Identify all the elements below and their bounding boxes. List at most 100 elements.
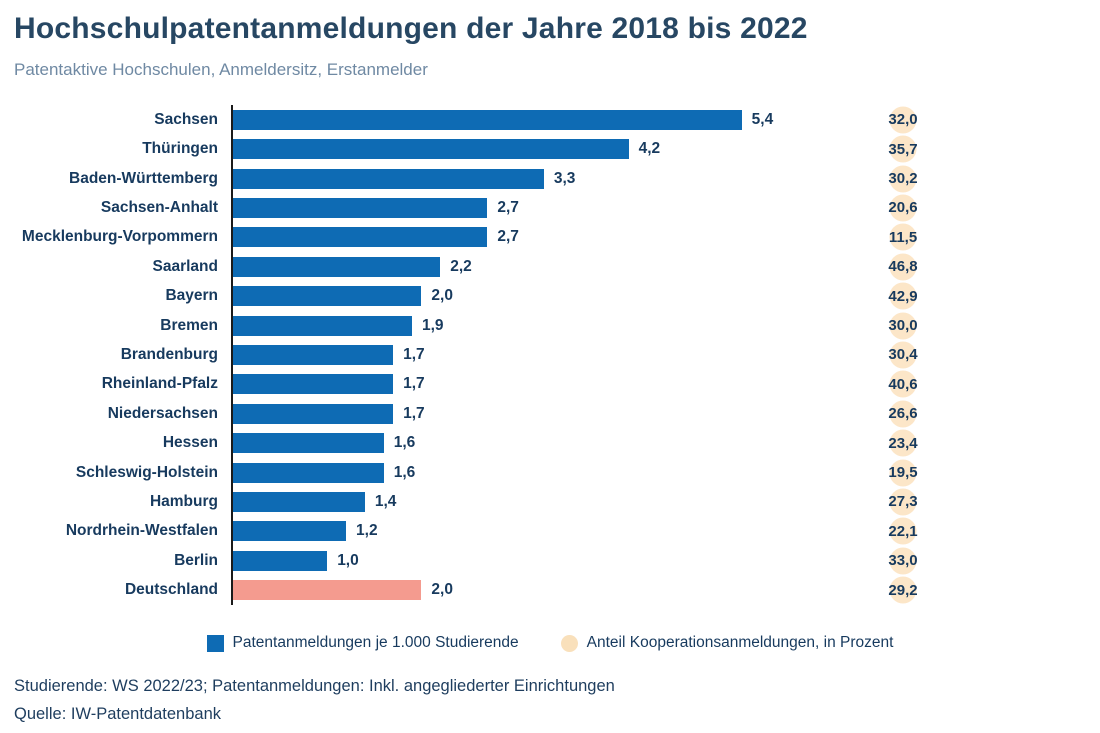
- patent-value-label: 1,7: [403, 375, 425, 393]
- category-label: Hessen: [162, 434, 218, 452]
- peach-circle: [889, 459, 917, 487]
- cooperation-value-label: 30,4: [888, 346, 918, 364]
- legend-label-cooperation: Anteil Kooperationsanmeldungen, in Proze…: [586, 634, 894, 651]
- cooperation-value-label: 27,3: [888, 493, 918, 511]
- patent-value-label: 2,7: [497, 198, 519, 216]
- category-label: Bayern: [165, 287, 218, 305]
- patent-bar: [233, 550, 328, 571]
- patent-value-label: 1,9: [421, 316, 444, 334]
- patent-bar: [233, 403, 394, 424]
- category-label: Brandenburg: [120, 345, 218, 363]
- category-label: Thüringen: [142, 140, 218, 158]
- peach-circle: [889, 341, 917, 369]
- chart-row: Bayern 2,0 42,9: [0, 281, 1100, 310]
- patent-bar: [233, 168, 544, 189]
- category-label: Mecklenburg-Vorpommern: [21, 228, 218, 246]
- patent-bar: [233, 315, 412, 336]
- cooperation-value-label: 30,2: [888, 170, 918, 188]
- peach-circle: [889, 194, 917, 222]
- patent-value-label: 1,2: [356, 522, 378, 540]
- legend-item-cooperation: Anteil Kooperationsanmeldungen, in Proze…: [560, 634, 894, 652]
- cooperation-value-label: 26,6: [888, 405, 918, 423]
- chart-row: Thüringen 4,2 35,7: [0, 134, 1100, 163]
- chart-row: Nordrhein-Westfalen 1,2 22,1: [0, 517, 1100, 546]
- patent-value-label: 1,7: [403, 345, 425, 363]
- cooperation-badge: 33,0: [874, 546, 932, 575]
- cooperation-badge: 27,3: [874, 487, 932, 516]
- peach-circle: [889, 165, 917, 193]
- y-axis-line: [231, 105, 233, 605]
- patent-value-label: 2,2: [450, 257, 472, 275]
- cooperation-value-label: 19,5: [888, 464, 918, 482]
- cooperation-value-label: 30,0: [888, 317, 918, 335]
- patent-value-label: 1,0: [337, 551, 359, 569]
- patent-bar: [233, 491, 365, 512]
- peach-circle: [889, 429, 917, 457]
- cooperation-badge: 11,5: [874, 223, 932, 252]
- legend-label-patents: Patentanmeldungen je 1.000 Studierende: [232, 634, 519, 651]
- patent-bar: [233, 139, 629, 160]
- cooperation-value-label: 40,6: [888, 375, 918, 393]
- cooperation-badge: 40,6: [874, 370, 932, 399]
- page-subtitle: Patentaktive Hochschulen, Anmeldersitz, …: [14, 60, 428, 79]
- patent-bar: [233, 433, 384, 454]
- patent-value-label: 1,6: [393, 463, 416, 481]
- peach-circle: [889, 488, 917, 516]
- patent-value-label: 5,4: [751, 110, 774, 128]
- peach-circle: [889, 576, 917, 604]
- category-label: Baden-Württemberg: [69, 169, 218, 187]
- category-label: Bremen: [160, 316, 218, 334]
- patent-bar: [233, 227, 488, 248]
- peach-circle: [889, 517, 917, 545]
- chart-row: Schleswig-Holstein 1,6 19,5: [0, 458, 1100, 487]
- peach-circle: [889, 312, 917, 340]
- patent-bar: [233, 344, 394, 365]
- patent-value-label: 1,4: [374, 492, 397, 510]
- category-label: Sachsen: [154, 110, 218, 128]
- cooperation-badge: 30,4: [874, 340, 932, 369]
- cooperation-value-label: 32,0: [888, 111, 918, 129]
- peach-circle-swatch: [560, 634, 578, 652]
- chart-row: Berlin 1,0 33,0: [0, 546, 1100, 575]
- chart-row: Mecklenburg-Vorpommern 2,7 11,5: [0, 223, 1100, 252]
- cooperation-value-label: 42,9: [888, 287, 918, 305]
- peach-circle: [889, 135, 917, 163]
- page-title: Hochschulpatentanmeldungen der Jahre 201…: [14, 12, 808, 45]
- cooperation-badge: 32,0: [874, 105, 932, 134]
- patent-bar: [233, 109, 742, 130]
- patent-bar: [233, 256, 441, 277]
- category-label: Rheinland-Pfalz: [101, 375, 218, 393]
- patent-bar: [233, 374, 394, 395]
- cooperation-value-label: 20,6: [888, 199, 918, 217]
- patent-bar: [233, 197, 488, 218]
- cooperation-badge: 19,5: [874, 458, 932, 487]
- patent-value-label: 1,7: [403, 404, 425, 422]
- patent-bar: [233, 462, 384, 483]
- cooperation-value-label: 35,7: [888, 140, 918, 158]
- chart-row: Niedersachsen 1,7 26,6: [0, 399, 1100, 428]
- peach-circle: [889, 547, 917, 575]
- chart-row: Bremen 1,9 30,0: [0, 311, 1100, 340]
- cooperation-badge: 29,2: [874, 576, 932, 605]
- cooperation-badge: 20,6: [874, 193, 932, 222]
- chart-row: Hessen 1,6 23,4: [0, 428, 1100, 457]
- patent-bar: [233, 580, 422, 601]
- peach-circle: [889, 282, 917, 310]
- patent-bar: [233, 521, 347, 542]
- cooperation-badge: 30,2: [874, 164, 932, 193]
- cooperation-value-label: 46,8: [888, 258, 918, 276]
- category-label: Niedersachsen: [107, 404, 218, 422]
- cooperation-value-label: 33,0: [888, 552, 918, 570]
- cooperation-badge: 22,1: [874, 517, 932, 546]
- category-label: Hamburg: [149, 492, 218, 510]
- chart-row: Deutschland 2,0 29,2: [0, 576, 1100, 605]
- peach-circle: [889, 106, 917, 134]
- patent-value-label: 2,0: [431, 287, 453, 305]
- cooperation-value-label: 29,2: [888, 581, 918, 599]
- category-label: Sachsen-Anhalt: [100, 198, 218, 216]
- patent-value-label: 1,6: [393, 434, 416, 452]
- chart-row: Baden-Württemberg 3,3 30,2: [0, 164, 1100, 193]
- cooperation-badge: 42,9: [874, 281, 932, 310]
- patent-value-label: 2,0: [431, 581, 453, 599]
